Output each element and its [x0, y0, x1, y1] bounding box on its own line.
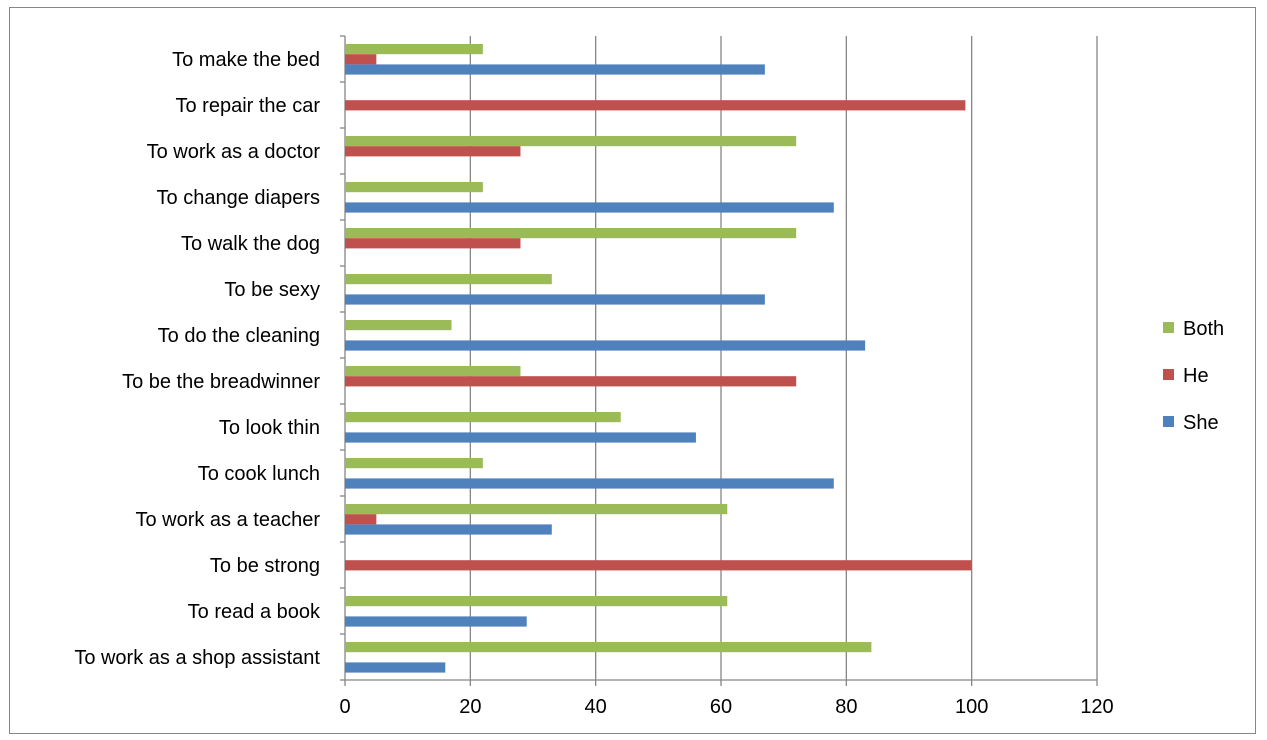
legend-swatch-he	[1163, 369, 1174, 380]
category-label-to-read-a-book: To read a book	[188, 601, 321, 623]
category-label-to-walk-the-dog: To walk the dog	[181, 233, 320, 255]
bar-she-to-look-thin	[345, 432, 696, 443]
category-label-to-be-the-breadwinner: To be the breadwinner	[122, 371, 320, 393]
category-label-to-work-as-a-teacher: To work as a teacher	[135, 509, 320, 531]
category-label-to-be-strong: To be strong	[210, 555, 320, 577]
category-label-to-work-as-a-doctor: To work as a doctor	[147, 141, 321, 163]
bar-both-to-work-as-a-doctor	[345, 136, 797, 147]
bars	[345, 44, 972, 673]
bar-both-to-read-a-book	[345, 596, 728, 607]
bar-both-to-cook-lunch	[345, 458, 483, 469]
bar-she-to-be-sexy	[345, 294, 765, 305]
bar-she-to-work-as-a-teacher	[345, 524, 552, 535]
legend-swatch-she	[1163, 416, 1174, 427]
bar-both-to-work-as-a-teacher	[345, 504, 728, 515]
bar-he-to-repair-the-car	[345, 100, 966, 111]
bar-she-to-read-a-book	[345, 616, 527, 627]
bar-he-to-work-as-a-doctor	[345, 146, 521, 157]
category-label-to-look-thin: To look thin	[219, 417, 320, 439]
x-tick-label-120: 120	[1080, 696, 1113, 718]
bar-he-to-walk-the-dog	[345, 238, 521, 249]
x-tick-label-80: 80	[835, 696, 857, 718]
legend-label-he: He	[1183, 365, 1209, 387]
bar-both-to-look-thin	[345, 412, 621, 423]
category-label-to-work-as-a-shop-assistant: To work as a shop assistant	[74, 647, 320, 669]
bar-she-to-change-diapers	[345, 202, 834, 213]
category-label-to-be-sexy: To be sexy	[224, 279, 320, 301]
bar-he-to-be-the-breadwinner	[345, 376, 797, 387]
bar-she-to-cook-lunch	[345, 478, 834, 489]
category-label-to-make-the-bed: To make the bed	[172, 49, 320, 71]
legend-label-both: Both	[1183, 318, 1224, 340]
gridlines	[469, 36, 1098, 680]
bar-both-to-be-the-breadwinner	[345, 366, 521, 377]
x-tick-label-0: 0	[339, 696, 350, 718]
category-label-to-do-the-cleaning: To do the cleaning	[158, 325, 320, 347]
x-tick-label-20: 20	[459, 696, 481, 718]
category-label-to-repair-the-car: To repair the car	[175, 95, 320, 117]
bar-she-to-make-the-bed	[345, 64, 765, 75]
x-tick-label-60: 60	[710, 696, 732, 718]
bar-he-to-work-as-a-teacher	[345, 514, 377, 525]
category-label-to-change-diapers: To change diapers	[157, 187, 320, 209]
bar-she-to-work-as-a-shop-assistant	[345, 662, 446, 673]
bar-both-to-work-as-a-shop-assistant	[345, 642, 872, 653]
bar-both-to-be-sexy	[345, 274, 552, 285]
legend: Both He She	[1163, 318, 1224, 434]
legend-swatch-both	[1163, 322, 1174, 333]
x-tick-label-40: 40	[585, 696, 607, 718]
x-tick-label-100: 100	[955, 696, 988, 718]
category-label-to-cook-lunch: To cook lunch	[198, 463, 320, 485]
legend-label-she: She	[1183, 412, 1219, 434]
bar-she-to-do-the-cleaning	[345, 340, 866, 351]
bar-both-to-do-the-cleaning	[345, 320, 452, 331]
bar-both-to-change-diapers	[345, 182, 483, 193]
chart-frame	[9, 7, 1256, 734]
bar-both-to-walk-the-dog	[345, 228, 797, 239]
bar-he-to-be-strong	[345, 560, 972, 571]
bar-both-to-make-the-bed	[345, 44, 483, 55]
bar-he-to-make-the-bed	[345, 54, 377, 65]
